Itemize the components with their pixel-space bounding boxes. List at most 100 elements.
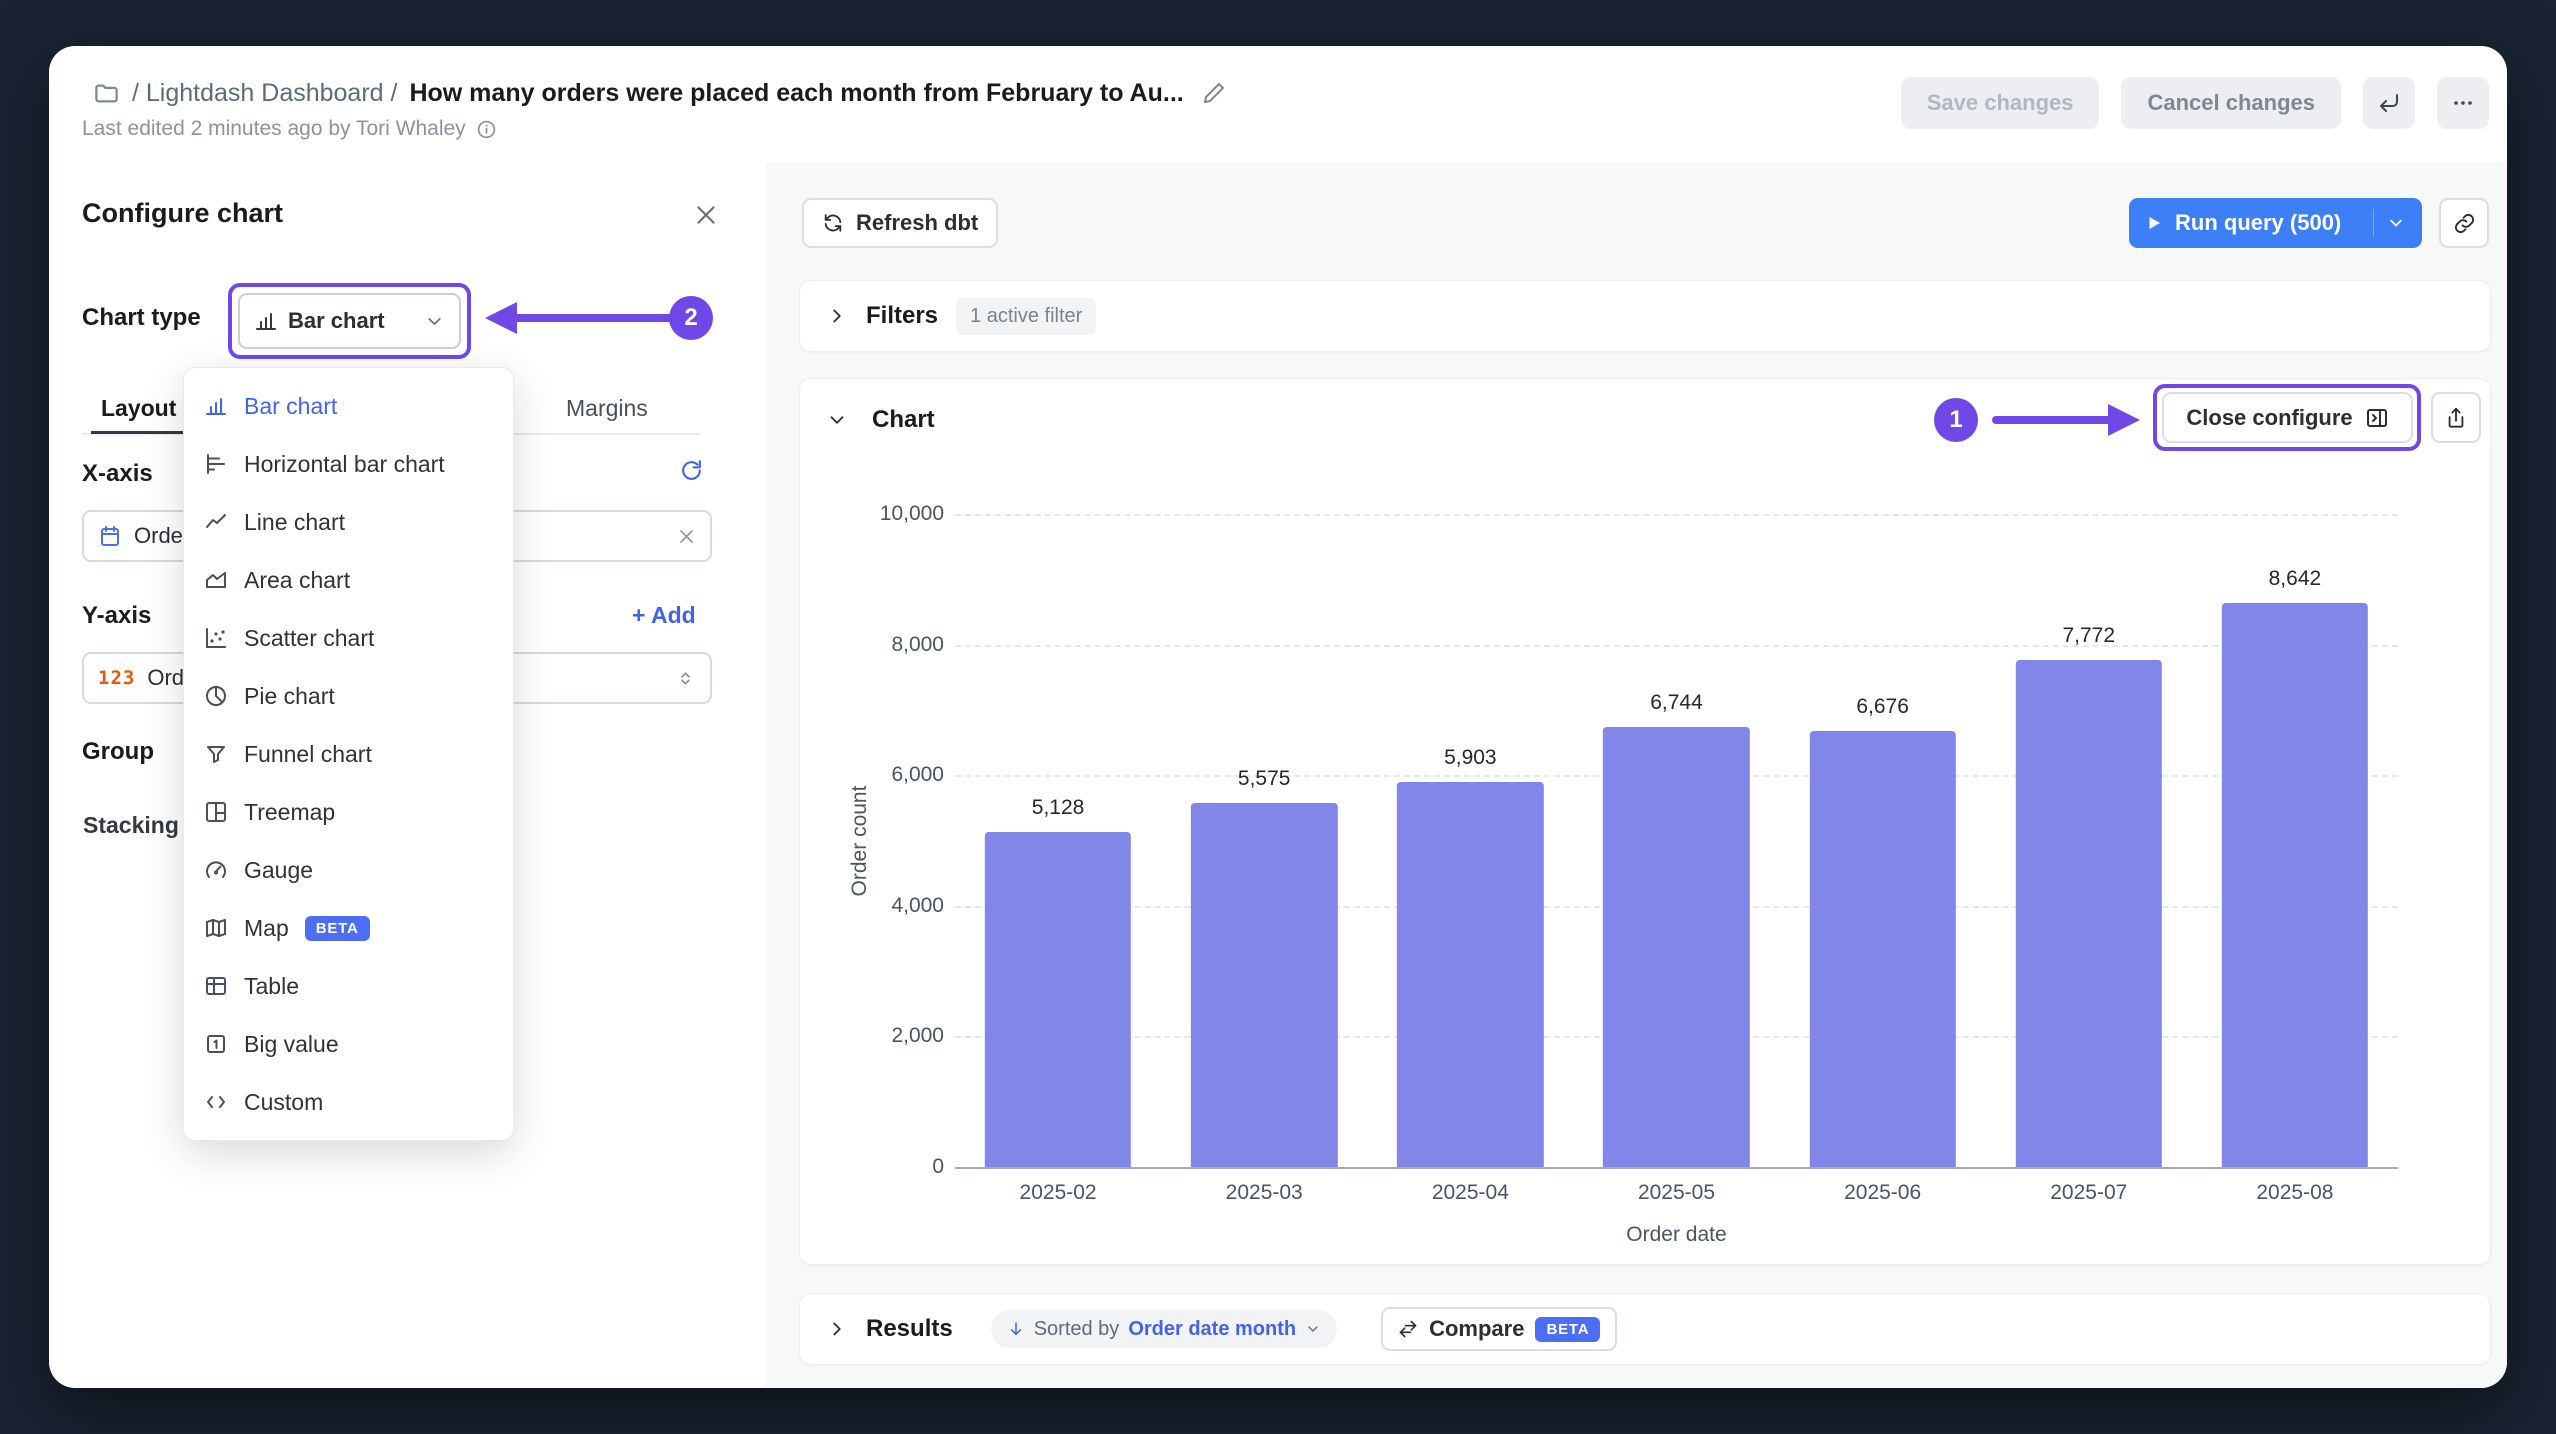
bar-value-label: 6,676 (1856, 695, 1909, 719)
table-icon (204, 974, 228, 998)
compare-button[interactable]: Compare BETA (1381, 1307, 1618, 1351)
number-field-icon: 123 (98, 667, 136, 689)
export-chart-button[interactable] (2431, 392, 2481, 443)
menu-item-pie-chart[interactable]: Pie chart (184, 667, 513, 725)
bar-chart-icon (254, 309, 278, 333)
last-edited-text: Last edited 2 minutes ago by Tori Whaley (82, 117, 466, 140)
clear-x-axis-icon[interactable] (677, 527, 696, 546)
folder-icon[interactable] (93, 80, 120, 107)
return-button[interactable] (2363, 77, 2415, 129)
compare-label: Compare (1429, 1316, 1525, 1341)
bar[interactable] (2015, 659, 2162, 1167)
menu-item-custom[interactable]: Custom (184, 1073, 513, 1131)
bar-slot: 6,676 (1780, 514, 1986, 1167)
menu-item-label: Treemap (244, 798, 336, 825)
bar-slot: 6,744 (1573, 514, 1779, 1167)
refresh-dbt-label: Refresh dbt (856, 210, 979, 235)
bar-slot: 8,642 (2192, 514, 2398, 1167)
menu-item-label: Area chart (244, 566, 351, 593)
more-options-button[interactable] (2437, 77, 2489, 129)
run-query-options-chevron[interactable] (2386, 213, 2406, 233)
chart-type-select[interactable]: Bar chart (238, 293, 461, 349)
menu-item-label: Pie chart (244, 682, 335, 709)
bar-slot: 7,772 (1986, 514, 2192, 1167)
treemap-icon (204, 800, 228, 824)
menu-item-label: Table (244, 972, 299, 999)
chevron-down-icon[interactable] (826, 409, 848, 431)
menu-item-horizontal-bar-chart[interactable]: Horizontal bar chart (184, 435, 513, 493)
big-value-icon (204, 1032, 228, 1056)
close-configure-button[interactable]: Close configure (2162, 392, 2413, 443)
selector-chevrons-icon[interactable] (675, 668, 696, 689)
tab-layout[interactable]: Layout (90, 395, 187, 434)
y-axis-ticks: 0 2,000 4,000 6,000 8,000 10,000 (840, 502, 944, 1178)
bar[interactable] (984, 832, 1132, 1167)
bar-value-label: 5,575 (1237, 766, 1291, 790)
menu-item-line-chart[interactable]: Line chart (184, 493, 513, 551)
bars-layer: 5,128 5,575 5,903 6,744 6,676 7,772 8,642 (955, 514, 2398, 1167)
annotation-step-badge: 2 (669, 296, 713, 340)
bar[interactable] (1191, 802, 1338, 1167)
bar-chart-icon (204, 394, 228, 418)
menu-item-big-value[interactable]: Big value (184, 1015, 513, 1073)
chevron-right-icon[interactable] (826, 1318, 848, 1340)
edit-title-icon[interactable] (1202, 81, 1226, 105)
menu-item-funnel-chart[interactable]: Funnel chart (184, 725, 513, 783)
menu-item-table[interactable]: Table (184, 957, 513, 1015)
button-divider (2373, 209, 2374, 237)
menu-item-map[interactable]: Map BETA (184, 899, 513, 957)
annotation-arrow-1 (1988, 398, 2148, 442)
menu-item-area-chart[interactable]: Area chart (184, 551, 513, 609)
bar[interactable] (1809, 731, 1956, 1167)
menu-item-treemap[interactable]: Treemap (184, 783, 513, 841)
flip-axes-icon[interactable] (679, 458, 704, 483)
bar-value-label: 5,128 (1031, 796, 1085, 820)
y-tick-label: 10,000 (879, 502, 944, 525)
chevron-right-icon[interactable] (826, 305, 848, 327)
menu-item-bar-chart[interactable]: Bar chart (184, 377, 513, 435)
filters-section[interactable]: Filters 1 active filter (799, 280, 2491, 352)
add-y-axis-link[interactable]: + Add (632, 602, 696, 628)
menu-item-label: Custom (244, 1088, 324, 1115)
bar-value-label: 8,642 (2268, 566, 2322, 590)
info-icon[interactable] (476, 119, 497, 140)
tab-margins[interactable]: Margins (566, 395, 648, 421)
menu-item-label: Gauge (244, 856, 314, 883)
close-configure-label: Close configure (2186, 404, 2353, 430)
x-axis-label: X-axis (82, 460, 153, 487)
refresh-icon (822, 212, 844, 234)
run-query-button[interactable]: Run query (500) (2129, 198, 2422, 248)
y-axis-label: Y-axis (82, 602, 152, 629)
results-section[interactable]: Results Sorted by Order date month Compa… (799, 1293, 2491, 1365)
plot-area: 5,128 5,575 5,903 6,744 6,676 7,772 8,642 (955, 514, 2398, 1169)
map-icon (204, 916, 228, 940)
arrow-down-icon (1007, 1320, 1025, 1338)
menu-item-gauge[interactable]: Gauge (184, 841, 513, 899)
menu-item-label: Line chart (244, 508, 346, 535)
chart-type-menu: Bar chart Horizontal bar chart Line char… (183, 367, 514, 1141)
group-label: Group (82, 738, 154, 765)
x-axis-field-value: Orde (134, 523, 183, 548)
configure-panel-title: Configure chart (82, 198, 284, 228)
sorted-by-pill[interactable]: Sorted by Order date month (990, 1310, 1338, 1348)
chart-type-label: Chart type (82, 304, 201, 331)
breadcrumb-path[interactable]: / Lightdash Dashboard / (132, 78, 398, 107)
menu-item-label: Scatter chart (244, 624, 375, 651)
y-tick-label: 4,000 (891, 893, 944, 917)
menu-item-scatter-chart[interactable]: Scatter chart (184, 609, 513, 667)
bar[interactable] (1603, 726, 1750, 1167)
bar-slot: 5,575 (1161, 514, 1367, 1167)
close-panel-icon[interactable] (693, 202, 719, 228)
refresh-dbt-button[interactable]: Refresh dbt (802, 198, 999, 248)
cancel-changes-button[interactable]: Cancel changes (2121, 77, 2341, 129)
chart-section: Chart 1 Close configure Order count 0 2,0… (799, 378, 2491, 1265)
line-chart-icon (204, 510, 228, 534)
x-tick-label: 2025-03 (1225, 1181, 1303, 1204)
x-tick-label: 2025-08 (2256, 1181, 2334, 1204)
bar[interactable] (1397, 781, 1544, 1167)
bar-value-label: 6,744 (1650, 690, 1703, 714)
beta-badge: BETA (1535, 1316, 1601, 1342)
copy-link-button[interactable] (2439, 198, 2489, 248)
bar[interactable] (2221, 602, 2369, 1167)
save-changes-button[interactable]: Save changes (1900, 77, 2100, 129)
